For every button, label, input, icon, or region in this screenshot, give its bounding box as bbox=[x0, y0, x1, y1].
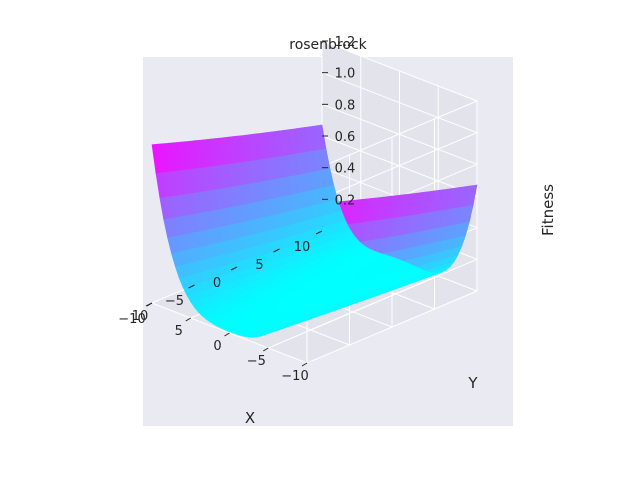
x-tick-label: 5 bbox=[175, 324, 183, 339]
z-axis-label: Fitness bbox=[539, 184, 557, 236]
x-tick-label: −5 bbox=[247, 354, 266, 369]
y-tick bbox=[315, 230, 323, 235]
y-tick bbox=[273, 248, 280, 253]
y-tick-label: 5 bbox=[255, 258, 263, 273]
x-axis-label: X bbox=[245, 409, 255, 427]
x-tick bbox=[301, 362, 308, 367]
x-tick-label: −10 bbox=[281, 369, 308, 384]
x-tick-label: 10 bbox=[132, 309, 149, 324]
z-tick-label: 0.8 bbox=[335, 98, 356, 113]
z-tick-label: 0.4 bbox=[335, 162, 356, 177]
y-tick-label: 0 bbox=[213, 276, 221, 291]
y-tick bbox=[145, 302, 153, 307]
chart-title: rosenbrock bbox=[289, 37, 367, 53]
surface-patch bbox=[151, 143, 161, 174]
x-tick bbox=[185, 317, 192, 322]
z-tick-label: 1.2 bbox=[335, 35, 356, 50]
y-tick-label: 10 bbox=[294, 240, 311, 255]
z-tick-label: 1.0 bbox=[335, 67, 356, 82]
z-tick-label: 0.6 bbox=[335, 130, 356, 145]
y-axis-label: Y bbox=[467, 374, 478, 392]
grid-line-z bbox=[306, 100, 478, 174]
grid-line-z bbox=[321, 40, 478, 102]
x-tick-label: 0 bbox=[213, 339, 221, 354]
surface-plot bbox=[151, 124, 478, 338]
x-tick bbox=[224, 332, 230, 337]
x-tick bbox=[262, 347, 269, 352]
y-tick bbox=[188, 284, 195, 289]
y-tick-label: −5 bbox=[165, 294, 184, 309]
grid-line-z bbox=[306, 258, 478, 332]
z-tick-label: 0.2 bbox=[335, 193, 356, 208]
y-tick bbox=[230, 266, 238, 271]
y-tick-label: −10 bbox=[118, 312, 145, 327]
grid-line-z bbox=[321, 72, 478, 134]
